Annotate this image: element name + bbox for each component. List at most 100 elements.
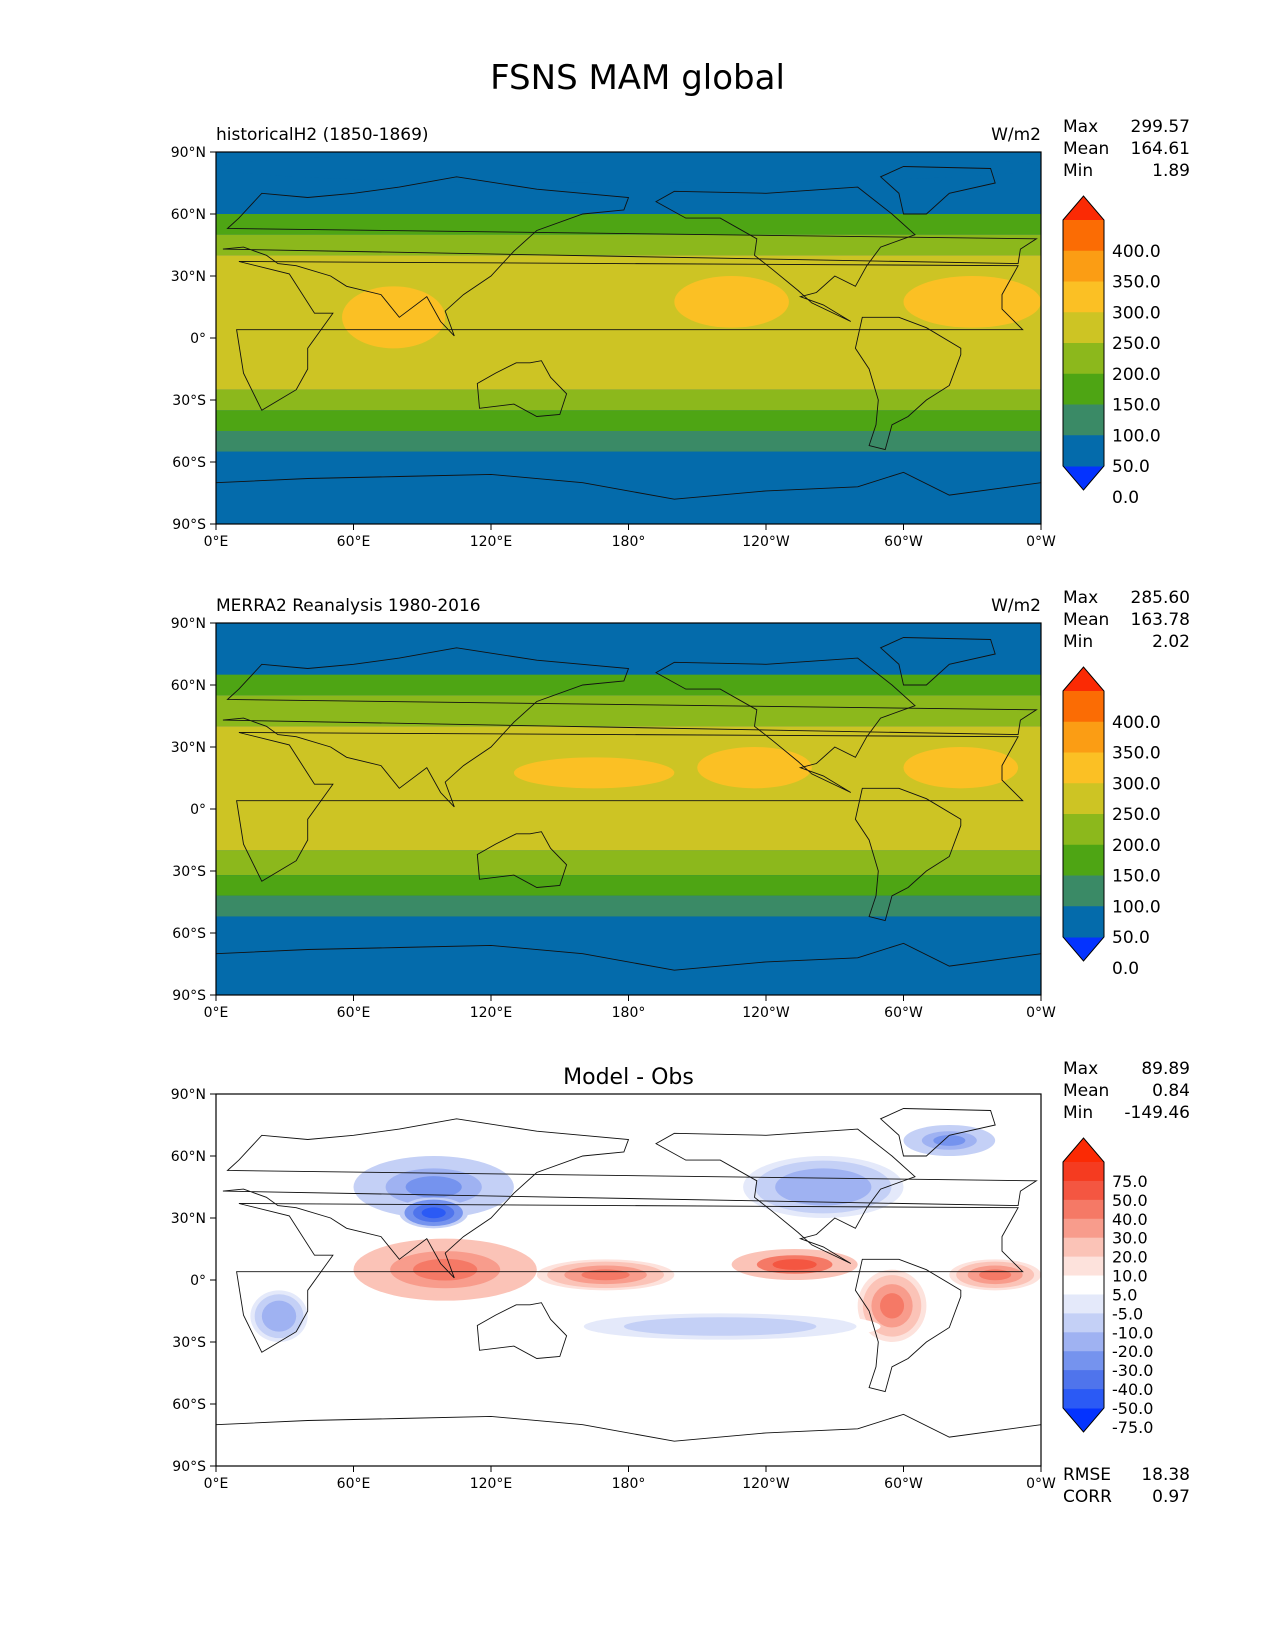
- x-tick-label: 60°W: [884, 1005, 923, 1021]
- x-tick-label: 120°E: [470, 534, 513, 550]
- colorbar-label: 350.0: [1112, 273, 1161, 293]
- x-tick-label: 180°: [612, 1005, 646, 1021]
- x-tick-label: 120°E: [470, 1005, 513, 1021]
- colorbar-label: -10.0: [1112, 1323, 1153, 1342]
- y-tick-label: 30°N: [171, 1211, 206, 1227]
- colorbar-label: 50.0: [1112, 1191, 1148, 1210]
- colorbar-outline: [1062, 195, 1105, 491]
- y-tick-label: 60°N: [171, 1149, 206, 1165]
- stat-label-mean: Mean: [1063, 139, 1109, 159]
- anomaly-1-ring-0: [581, 1269, 630, 1281]
- y-tick-label: 0°: [190, 802, 206, 818]
- colorbar-label: -30.0: [1112, 1361, 1153, 1380]
- colorbar-segment: [1063, 1294, 1104, 1314]
- colorbar-label: 250.0: [1112, 334, 1161, 354]
- coastline-australia: [476, 360, 568, 417]
- colorbar-label: 150.0: [1112, 867, 1161, 887]
- stat-label-max: Max: [1063, 588, 1098, 608]
- figure-title: FSNS MAM global: [490, 58, 785, 98]
- colorbar-segment: [1063, 281, 1104, 313]
- y-tick-label: 60°S: [172, 455, 206, 471]
- stat-value-mean: 0.84: [1152, 1081, 1190, 1101]
- stat-label-min: Min: [1063, 1103, 1093, 1123]
- map-field-diff: [216, 1094, 1041, 1466]
- x-tick-label: 180°: [612, 1476, 646, 1492]
- panel-title: Model - Obs: [563, 1065, 694, 1090]
- colorbar-segment: [1063, 906, 1104, 938]
- colorbar-segment: [1063, 844, 1104, 876]
- colorbar-segment: [1063, 1199, 1104, 1220]
- anomaly-5-ring-0: [405, 1176, 462, 1198]
- y-tick-label: 90°N: [171, 145, 206, 161]
- zonal-band-2: [216, 695, 1041, 727]
- coastline-antarctica: [216, 942, 1041, 995]
- colorbar-segment: [1063, 1256, 1104, 1277]
- colorbar-label: 50.0: [1112, 457, 1150, 477]
- y-tick-label: 30°S: [172, 864, 206, 880]
- stat-value-max: 299.57: [1131, 117, 1190, 137]
- colorbar-segment: [1063, 1332, 1104, 1352]
- colorbar-segment: [1063, 721, 1104, 753]
- colorbar-label: -50.0: [1112, 1399, 1153, 1418]
- colorbar-label: 350.0: [1112, 744, 1161, 764]
- stat-label-mean: Mean: [1063, 610, 1109, 630]
- colorbar-extend-max: [1063, 1138, 1104, 1162]
- map-field-model: [216, 152, 1041, 524]
- colorbar: 400.0 350.0 300.0 250.0 200.0 150.0 100.0 50.0 0…: [1062, 666, 1161, 979]
- x-tick-label: 0°W: [1026, 534, 1056, 550]
- summary-label-corr: CORR: [1063, 1487, 1112, 1507]
- x-tick-label: 60°E: [337, 534, 371, 550]
- panel-title: MERRA2 Reanalysis 1980-2016: [216, 596, 481, 616]
- colorbar-label: 250.0: [1112, 805, 1161, 825]
- colorbar-segment: [1063, 220, 1104, 252]
- panel-model: 0°E 60°E 120°E 180° 120°W 60°W 0°W 90°N 60°N 30°N…: [171, 117, 1190, 550]
- colorbar-label: 0.0: [1112, 488, 1139, 508]
- coastline-samerica: [854, 787, 962, 922]
- region-3: [216, 152, 1041, 183]
- x-tick-label: 120°W: [742, 1005, 790, 1021]
- y-tick-label: 30°S: [172, 393, 206, 409]
- coastline-eurasia: [222, 1118, 1038, 1279]
- colorbar-label: -75.0: [1112, 1418, 1153, 1437]
- colorbar-label: 40.0: [1112, 1210, 1148, 1229]
- coastline-namerica: [655, 186, 916, 322]
- anomaly-7-ring-0: [795, 1176, 852, 1198]
- colorbar-segment: [1063, 1313, 1104, 1333]
- colorbar-label: 20.0: [1112, 1248, 1148, 1267]
- y-tick-label: 60°N: [171, 678, 206, 694]
- colorbar-label: 75.0: [1112, 1172, 1148, 1191]
- x-tick-label: 0°E: [204, 1005, 229, 1021]
- colorbar-label: 0.0: [1112, 959, 1139, 979]
- zonal-band-4: [216, 389, 1041, 411]
- y-tick-label: 60°N: [171, 207, 206, 223]
- zonal-band-6: [216, 431, 1041, 452]
- y-tick-label: 60°S: [172, 1397, 206, 1413]
- colorbar-segment: [1063, 875, 1104, 907]
- colorbar-label: 300.0: [1112, 303, 1161, 323]
- region-2: [903, 276, 1041, 328]
- colorbar-segment: [1063, 435, 1104, 467]
- x-tick-label: 0°E: [204, 1476, 229, 1492]
- stat-value-min: -149.46: [1124, 1103, 1190, 1123]
- colorbar-extend-min: [1063, 466, 1104, 490]
- y-tick-label: 30°N: [171, 740, 206, 756]
- summary-label-rmse: RMSE: [1063, 1465, 1111, 1485]
- coastline-africa: [236, 732, 1024, 882]
- anomaly-2-ring-0: [772, 1259, 817, 1270]
- panel-diff: 0°E 60°E 120°E 180° 120°W 60°W 0°W 90°N 60°N 30°N…: [171, 1059, 1190, 1507]
- x-tick-label: 60°W: [884, 534, 923, 550]
- colorbar-segment: [1063, 783, 1104, 815]
- summary-value-corr: 0.97: [1152, 1487, 1190, 1507]
- stat-value-max: 89.89: [1141, 1059, 1190, 1079]
- panel-units: W/m2: [991, 596, 1041, 616]
- stat-label-max: Max: [1063, 117, 1098, 137]
- region-2: [903, 747, 1019, 789]
- coastline-namerica: [655, 1128, 916, 1264]
- zonal-band-3: [216, 255, 1041, 390]
- coastline-greenland: [879, 1108, 996, 1157]
- colorbar-extend-max: [1063, 196, 1104, 220]
- colorbar-label: 400.0: [1112, 713, 1161, 733]
- stat-value-min: 1.89: [1152, 161, 1190, 181]
- y-tick-label: 30°S: [172, 1335, 206, 1351]
- x-tick-label: 60°E: [337, 1005, 371, 1021]
